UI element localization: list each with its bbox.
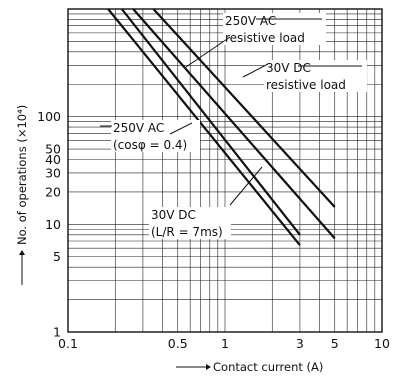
annotation-pointer [169, 122, 193, 135]
x-tick-label: 10 [374, 336, 390, 351]
annotation-text: resistive load [225, 31, 305, 45]
x-tick-label: 5 [331, 336, 339, 351]
x-tick-label: 0.1 [58, 336, 78, 351]
annotation-text: 250V AC [113, 121, 164, 135]
annotation-label: 250V AC (cosφ = 0.4) [100, 120, 200, 152]
x-tick-label: 1 [221, 336, 229, 351]
annotation-background [111, 120, 200, 152]
annotation-text: 250V AC [225, 14, 276, 28]
y-tick-label: 10 [45, 217, 61, 232]
series-line [107, 8, 301, 246]
series-line [132, 8, 336, 240]
x-tick-label: 3 [296, 336, 304, 351]
annotation-background [264, 60, 367, 92]
y-tick-label: 30 [45, 165, 61, 180]
annotation-label: 30V DC (L/R = 7ms) [149, 166, 263, 239]
y-axis-title: No. of operations (×10⁴) [15, 105, 29, 285]
annotation-text: (L/R = 7ms) [151, 225, 223, 239]
annotations: 250V AC resistive load 30V DC resistive loa… [100, 13, 367, 239]
y-tick-label: 1 [53, 325, 61, 340]
annotation-text: resistive load [266, 78, 346, 92]
x-axis-label: Contact current (A) [213, 360, 323, 374]
annotation-background [149, 207, 231, 239]
y-tick-label: 40 [45, 152, 61, 167]
y-tick-label: 100 [37, 109, 61, 124]
annotation-pointer [185, 36, 231, 68]
y-tick-label: 50 [45, 142, 61, 157]
annotation-text: (cosφ = 0.4) [113, 138, 187, 152]
y-tick-label: 5 [53, 249, 61, 264]
x-tick-label: 0.5 [168, 336, 188, 351]
x-axis-arrow-head [206, 364, 211, 370]
annotation-label: 30V DC resistive load [242, 60, 367, 92]
plot-frame [67, 8, 383, 333]
annotation-text: 30V DC [266, 61, 311, 75]
series [107, 8, 336, 246]
annotation-pointer [242, 63, 269, 78]
series-line [120, 8, 301, 236]
y-tick-label: 20 [45, 184, 61, 199]
grid [68, 9, 382, 332]
series-line [152, 8, 336, 208]
annotation-label: 250V AC resistive load [185, 13, 326, 68]
annotation-background [223, 13, 326, 45]
annotation-text: 30V DC [151, 208, 196, 222]
x-axis-title: Contact current (A) [176, 360, 323, 374]
y-axis-label: No. of operations (×10⁴) [15, 105, 29, 245]
annotation-pointer [229, 166, 263, 206]
y-axis-arrow-head [19, 250, 25, 255]
